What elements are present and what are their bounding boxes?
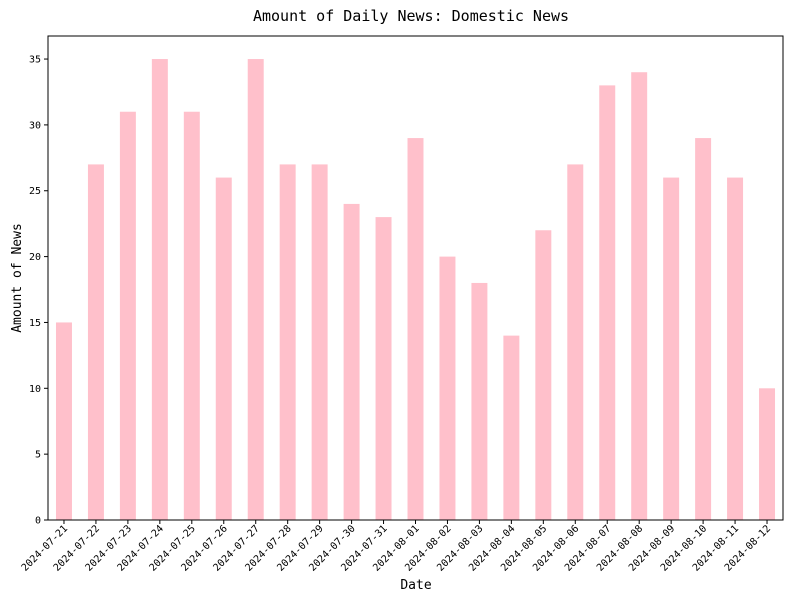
- y-axis-label: Amount of News: [10, 223, 25, 333]
- bar-2024-07-30: [343, 203, 360, 520]
- bar-2024-08-01: [407, 138, 424, 520]
- x-axis-label: Date: [400, 578, 431, 593]
- bar-2024-07-31: [375, 217, 392, 520]
- bar-2024-08-02: [439, 256, 456, 520]
- y-tick-label: 20: [29, 252, 41, 263]
- bar-2024-07-28: [279, 164, 296, 521]
- bar-2024-08-09: [663, 177, 680, 520]
- bar-2024-08-04: [503, 335, 520, 520]
- bar-2024-08-12: [759, 388, 776, 520]
- x-axis: 2024-07-212024-07-222024-07-232024-07-24…: [20, 520, 773, 574]
- bar-2024-07-27: [247, 59, 264, 521]
- bar-2024-07-24: [151, 59, 168, 521]
- bar-2024-08-11: [727, 177, 744, 520]
- bars-group: [55, 59, 776, 521]
- y-tick-label: 35: [29, 55, 41, 66]
- y-axis: 0 5 10 15 20 25 30 35: [29, 55, 48, 527]
- bar-2024-07-25: [183, 111, 200, 520]
- y-tick-label: 25: [29, 186, 41, 197]
- bar-2024-07-21: [55, 322, 72, 520]
- bar-2024-08-06: [567, 164, 584, 521]
- bar-2024-07-29: [311, 164, 328, 521]
- bar-2024-07-22: [87, 164, 104, 521]
- y-tick-label: 0: [35, 516, 41, 527]
- y-tick-label: 5: [35, 450, 41, 461]
- bar-2024-08-10: [695, 138, 712, 520]
- bar-2024-08-03: [471, 282, 488, 520]
- y-tick-label: 30: [29, 120, 41, 131]
- bar-2024-08-07: [599, 85, 616, 520]
- bar-2024-07-23: [119, 111, 136, 520]
- chart-title: Amount of Daily News: Domestic News: [253, 7, 569, 25]
- bar-2024-08-05: [535, 230, 552, 521]
- bar-2024-08-08: [631, 72, 648, 521]
- y-tick-label: 15: [29, 318, 41, 329]
- bar-2024-07-26: [215, 177, 232, 520]
- y-tick-label: 10: [29, 384, 41, 395]
